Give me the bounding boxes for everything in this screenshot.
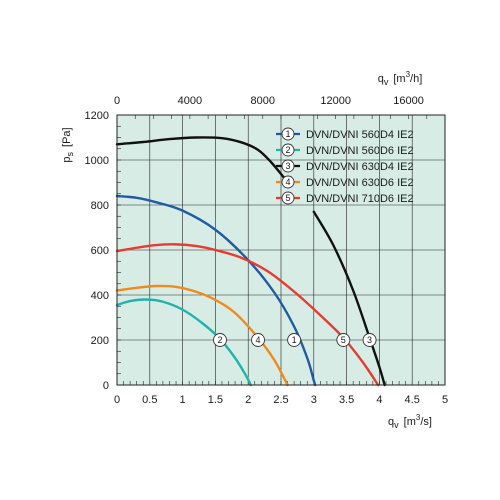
y-tick-label: 1200 bbox=[85, 110, 109, 122]
minor-ticks bbox=[116, 114, 446, 386]
series-marker-5: 5 bbox=[336, 333, 351, 347]
x-tick-label: 5 bbox=[442, 394, 448, 406]
x-tick-label: 0.5 bbox=[142, 394, 157, 406]
x-axis-unit-close: /s] bbox=[420, 416, 432, 428]
y-tick-label: 0 bbox=[103, 380, 109, 392]
marker-label: 4 bbox=[256, 335, 261, 345]
y-tick-label: 1000 bbox=[85, 155, 109, 167]
legend-marker-label: 3 bbox=[285, 161, 290, 171]
x-axis-unit-sup: 3 bbox=[416, 413, 421, 422]
marker-circle bbox=[336, 333, 351, 347]
marker-circle bbox=[362, 333, 377, 347]
x-tick-label: 0 bbox=[114, 394, 120, 406]
x-axis-title: qv [m3/s] bbox=[388, 413, 432, 430]
y-axis-p: p bbox=[61, 156, 73, 162]
marker-label: 3 bbox=[367, 335, 372, 345]
top-axis-q: q bbox=[378, 73, 384, 85]
y-axis-unit: [Pa] bbox=[61, 127, 73, 147]
legend-label: DVN/DVNI 630D4 IE2 bbox=[306, 161, 414, 173]
top-axis-sub: v bbox=[384, 77, 389, 87]
legend-label: DVN/DVNI 630D6 IE2 bbox=[306, 177, 414, 189]
legend-entry-2: 2 DVN/DVNI 560D6 IE2 bbox=[276, 143, 414, 157]
legend: 1 DVN/DVNI 560D4 IE2 2 DVN/DVNI 560D6 IE2 3 D… bbox=[276, 127, 414, 205]
legend-marker-circle bbox=[281, 159, 295, 173]
series-markers: 1 2 3 4 5 bbox=[213, 333, 377, 347]
legend-entry-1: 1 DVN/DVNI 560D4 IE2 bbox=[276, 127, 414, 141]
legend-marker-circle bbox=[281, 143, 295, 157]
legend-marker-circle bbox=[281, 191, 295, 205]
y-tick-labels: 0 200 400 600 800 1000 1200 bbox=[85, 110, 109, 392]
series-curves bbox=[115, 136, 386, 387]
x-tick-label: 4.5 bbox=[405, 394, 420, 406]
legend-entry-3: 3 DVN/DVNI 630D4 IE2 bbox=[276, 159, 414, 173]
top-axis-unit-open: [m bbox=[393, 73, 405, 85]
top-tick-label: 12000 bbox=[320, 95, 351, 107]
legend-label: DVN/DVNI 710D6 IE2 bbox=[306, 193, 414, 205]
series-marker-4: 4 bbox=[251, 333, 265, 347]
y-axis-title: ps [Pa] bbox=[61, 127, 75, 162]
series-line-4 bbox=[115, 284, 289, 387]
x-tick-label: 3.5 bbox=[339, 394, 354, 406]
legend-marker-label: 2 bbox=[285, 145, 290, 155]
top-tick-label: 4000 bbox=[178, 95, 202, 107]
top-tick-label: 16000 bbox=[393, 95, 424, 107]
y-tick-label: 800 bbox=[91, 200, 109, 212]
legend-marker-label: 4 bbox=[285, 177, 290, 187]
x-tick-label: 1.5 bbox=[208, 394, 223, 406]
legend-marker-label: 5 bbox=[285, 193, 290, 203]
legend-label: DVN/DVNI 560D4 IE2 bbox=[306, 129, 414, 141]
top-tick-label: 8000 bbox=[251, 95, 275, 107]
x-tick-label: 1 bbox=[180, 394, 186, 406]
x-tick-label: 4 bbox=[376, 394, 382, 406]
plot-frame bbox=[116, 114, 446, 386]
marker-label: 5 bbox=[341, 335, 346, 345]
series-marker-1: 1 bbox=[287, 333, 302, 347]
x-tick-label: 3 bbox=[311, 394, 317, 406]
marker-circle bbox=[251, 333, 265, 347]
x-tick-label: 2 bbox=[245, 394, 251, 406]
marker-circle bbox=[287, 333, 302, 347]
x-axis-sub: v bbox=[394, 420, 399, 430]
marker-circle bbox=[213, 333, 227, 347]
series-line-3-b bbox=[312, 210, 386, 387]
y-tick-label: 400 bbox=[91, 290, 109, 302]
top-axis-unit-close: /h] bbox=[410, 73, 422, 85]
series-marker-2: 2 bbox=[213, 333, 227, 347]
series-line-2 bbox=[115, 298, 253, 387]
y-tick-label: 200 bbox=[91, 335, 109, 347]
x-axis-q: q bbox=[388, 416, 394, 428]
x-tick-label: 2.5 bbox=[273, 394, 288, 406]
series-marker-3: 3 bbox=[362, 333, 377, 347]
top-axis-unit-sup: 3 bbox=[406, 70, 411, 79]
legend-entry-5: 5 DVN/DVNI 710D6 IE2 bbox=[276, 191, 414, 205]
series-line-3 bbox=[115, 136, 286, 180]
legend-marker-label: 1 bbox=[285, 129, 290, 139]
y-tick-label: 600 bbox=[91, 245, 109, 257]
top-tick-label: 0 bbox=[114, 95, 120, 107]
y-axis-sub: s bbox=[65, 151, 75, 156]
marker-label: 2 bbox=[217, 335, 222, 345]
legend-marker-circle bbox=[281, 127, 295, 141]
marker-label: 1 bbox=[292, 335, 297, 345]
x-tick-labels: 0 0.5 1 1.5 2 2.5 3 3.5 4 4.5 5 bbox=[114, 394, 448, 406]
top-tick-labels: 0 4000 8000 12000 16000 bbox=[114, 95, 424, 107]
x-axis-unit-open: [m bbox=[404, 416, 416, 428]
legend-label: DVN/DVNI 560D6 IE2 bbox=[306, 145, 414, 157]
legend-entry-4: 4 DVN/DVNI 630D6 IE2 bbox=[276, 175, 414, 189]
legend-marker-circle bbox=[281, 175, 295, 189]
top-axis-title: qv [m3/h] bbox=[378, 70, 423, 87]
